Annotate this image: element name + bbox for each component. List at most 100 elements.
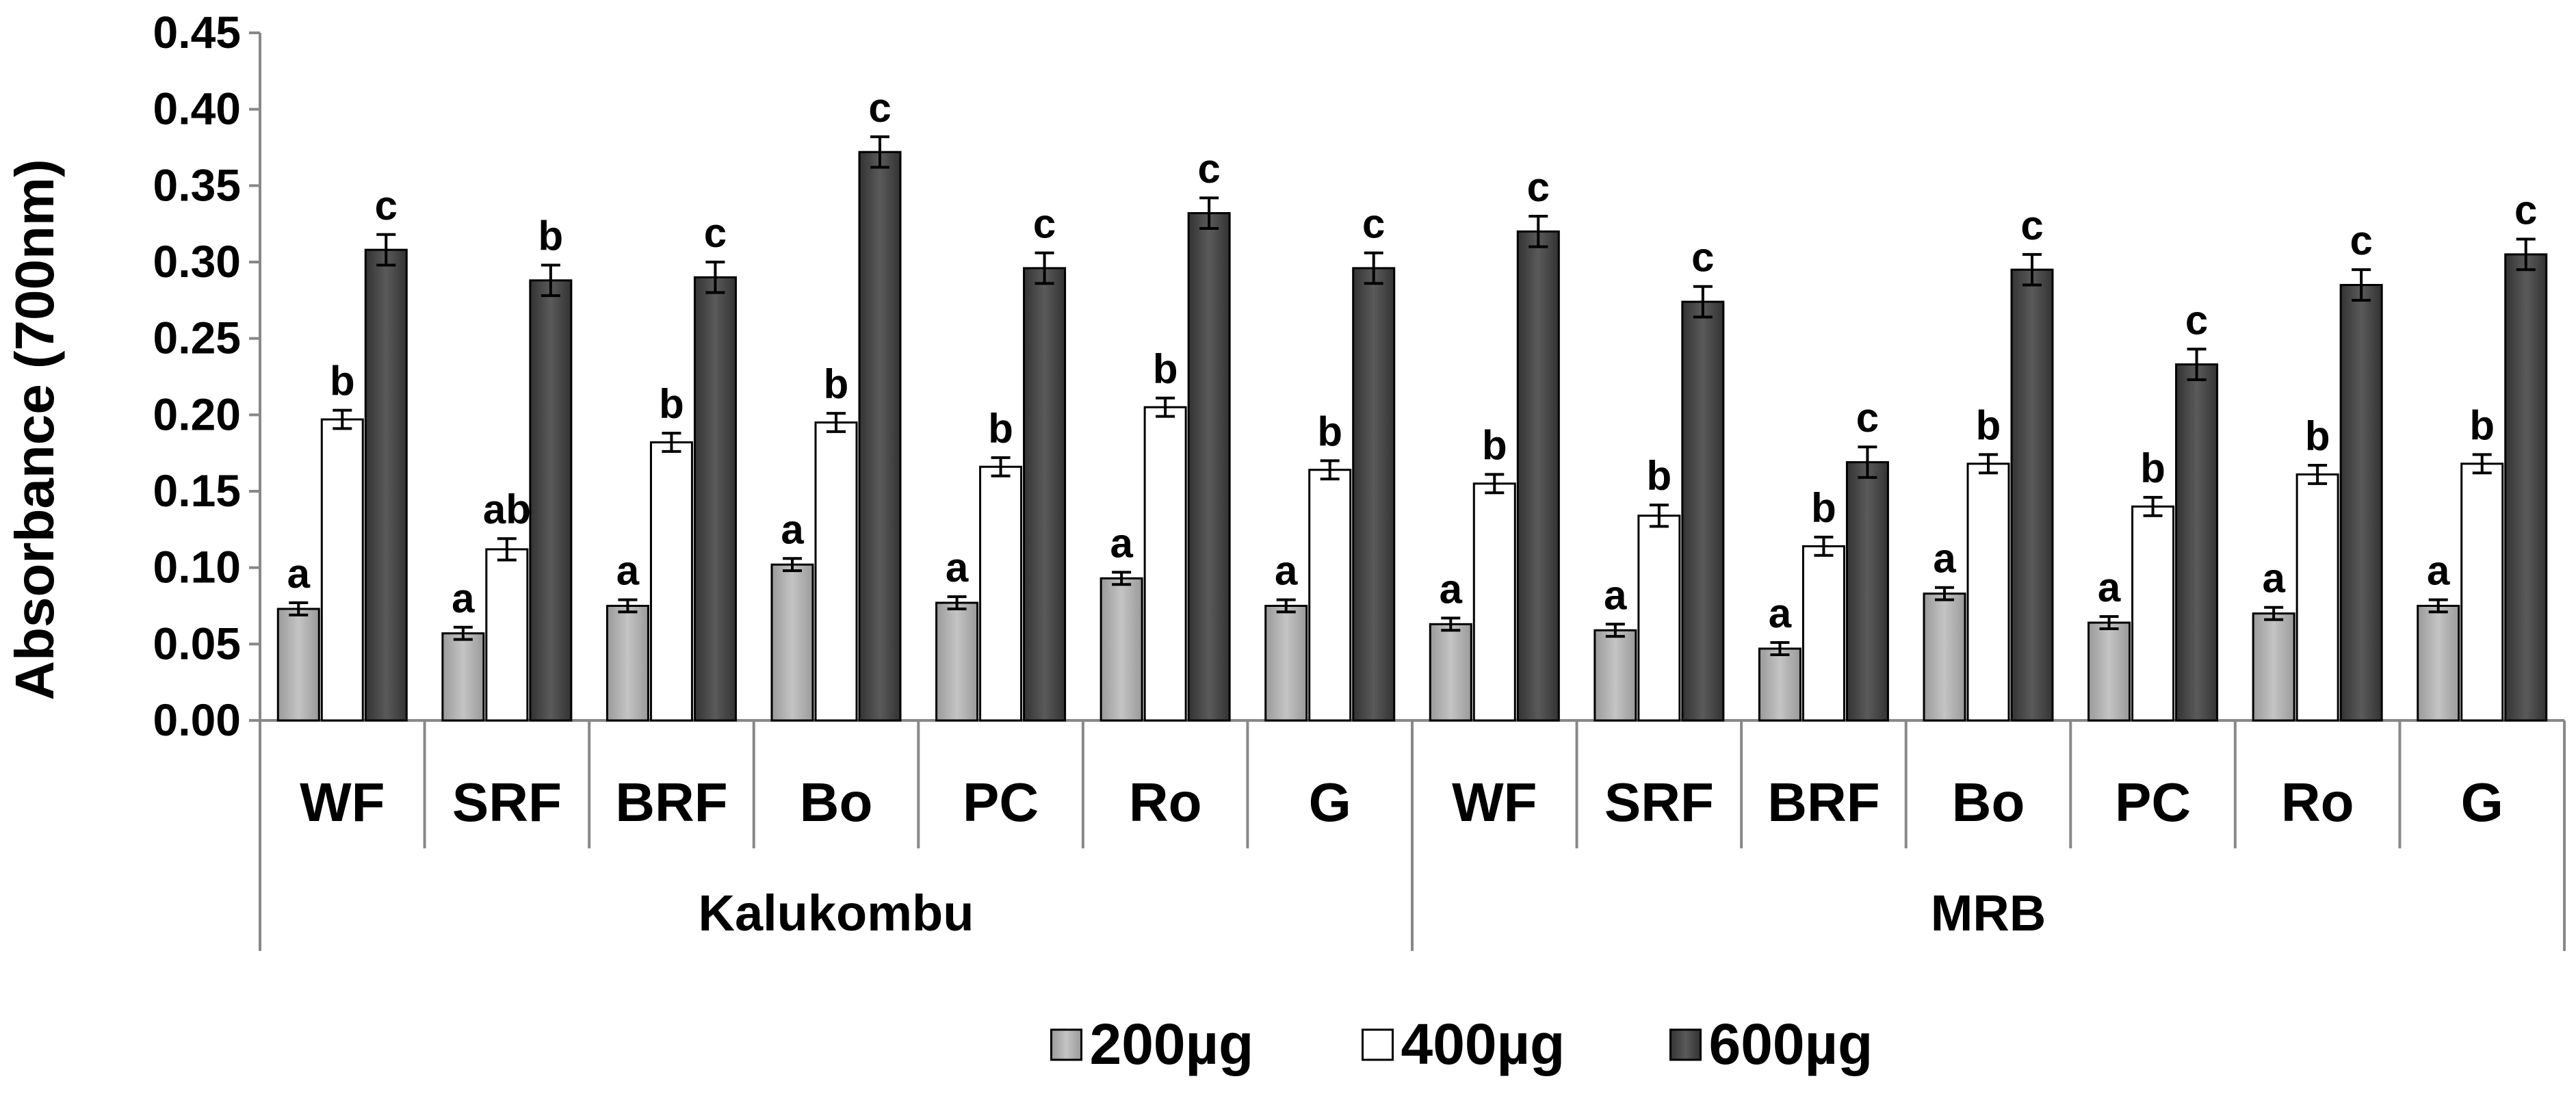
- y-tick-label: 0.00: [153, 694, 241, 745]
- significance-label: b: [2305, 413, 2330, 459]
- significance-label: a: [452, 575, 475, 621]
- significance-label: a: [946, 545, 969, 590]
- bar-400µg-Ro: [2295, 473, 2339, 722]
- y-tick-label: 0.25: [153, 313, 241, 363]
- significance-label: a: [2098, 564, 2121, 610]
- bar-200µg-G: [1264, 605, 1308, 722]
- y-axis-title: Absorbance (700nm): [4, 159, 65, 700]
- bar-600µg-Ro: [2339, 284, 2383, 722]
- significance-label: b: [2140, 445, 2165, 491]
- x-tick-label: Ro: [2281, 772, 2354, 833]
- bar-200µg-G: [2417, 605, 2460, 722]
- significance-label: c: [375, 183, 398, 229]
- y-tick-label: 0.10: [153, 542, 241, 592]
- significance-label: c: [1527, 164, 1550, 210]
- bar-600µg-SRF: [529, 279, 573, 722]
- y-tick-label: 0.30: [153, 236, 241, 287]
- significance-label: c: [1856, 395, 1879, 441]
- significance-label: c: [2185, 297, 2208, 343]
- bar-400µg-BRF: [1801, 545, 1845, 722]
- bar-600µg-G: [1352, 267, 1396, 722]
- bar-400µg-BRF: [649, 441, 693, 722]
- bar-600µg-WF: [1516, 230, 1560, 722]
- bar-600µg-BRF: [693, 276, 737, 722]
- significance-label: b: [2469, 402, 2495, 448]
- y-tick-label: 0.35: [153, 159, 241, 210]
- legend: 200µg 400µg 600µg: [1050, 1012, 1873, 1076]
- bar-400µg-Ro: [1143, 406, 1187, 722]
- bar-200µg-SRF: [441, 632, 485, 722]
- bar-200µg-WF: [276, 608, 320, 722]
- x-tick-label: PC: [2115, 772, 2191, 833]
- significance-label: c: [2514, 187, 2537, 233]
- x-tick-label: BRF: [615, 772, 727, 833]
- significance-label: b: [988, 406, 1013, 452]
- group-label: MRB: [1931, 885, 2046, 941]
- significance-label: c: [1691, 235, 1714, 281]
- significance-label: c: [1197, 146, 1220, 192]
- x-tick-label: G: [2461, 772, 2503, 833]
- legend-swatch-1: [1362, 1028, 1394, 1061]
- significance-label: c: [2350, 218, 2372, 263]
- x-tick-label: G: [1309, 772, 1351, 833]
- significance-label: a: [781, 506, 804, 552]
- significance-label: c: [1362, 201, 1385, 247]
- x-tick-label: WF: [1452, 772, 1537, 833]
- significance-label: a: [1604, 572, 1627, 618]
- x-tick-label: Bo: [800, 772, 873, 833]
- bar-200µg-Ro: [2252, 612, 2295, 722]
- legend-swatch-0: [1050, 1028, 1082, 1061]
- bar-600µg-PC: [1023, 267, 1067, 722]
- significance-label: ab: [483, 486, 531, 532]
- significance-label: c: [2020, 203, 2043, 248]
- y-tick-label: 0.45: [153, 7, 241, 57]
- bar-200µg-Ro: [1100, 577, 1143, 722]
- x-tick-label: SRF: [1604, 772, 1714, 833]
- bar-400µg-G: [2460, 463, 2504, 722]
- legend-swatch-2: [1669, 1028, 1702, 1061]
- significance-label: a: [1769, 590, 1792, 636]
- significance-label: a: [1440, 566, 1463, 612]
- bar-600µg-WF: [364, 248, 408, 722]
- bar-200µg-PC: [2087, 621, 2131, 722]
- significance-label: a: [2427, 548, 2450, 594]
- y-tick-label: 0.20: [153, 389, 241, 439]
- x-tick-label: Ro: [1129, 772, 1202, 833]
- legend-label: 600µg: [1709, 1012, 1873, 1076]
- significance-label: a: [616, 548, 640, 594]
- bar-600µg-BRF: [1845, 461, 1889, 722]
- significance-label: a: [1110, 520, 1133, 566]
- bar-400µg-Bo: [1966, 463, 2010, 722]
- significance-label: b: [659, 381, 684, 427]
- significance-label: c: [1033, 201, 1056, 247]
- significance-label: b: [538, 213, 564, 259]
- bars: [276, 135, 2548, 722]
- significance-label: b: [1647, 453, 1672, 499]
- significance-label: a: [287, 551, 311, 597]
- bar-200µg-SRF: [1593, 629, 1637, 722]
- significance-label: a: [1933, 536, 1956, 582]
- significance-label: a: [1275, 548, 1298, 594]
- significance-label: a: [2262, 556, 2285, 601]
- group-label: Kalukombu: [699, 885, 974, 941]
- bar-600µg-SRF: [1681, 300, 1725, 722]
- bar-400µg-G: [1308, 469, 1352, 722]
- bar-400µg-Bo: [814, 421, 858, 722]
- bar-400µg-PC: [2131, 505, 2175, 722]
- y-tick-label: 0.40: [153, 83, 241, 134]
- significance-label: b: [1317, 408, 1342, 454]
- significance-label: b: [1153, 346, 1178, 392]
- bar-200µg-BRF: [1758, 647, 1801, 722]
- bar-400µg-PC: [979, 465, 1023, 722]
- significance-label: c: [868, 85, 891, 131]
- significance-label: b: [1482, 422, 1507, 468]
- bar-200µg-Bo: [770, 563, 814, 722]
- significance-label: b: [824, 361, 849, 407]
- significance-label: b: [330, 359, 355, 404]
- x-tick-label: PC: [963, 772, 1039, 833]
- significance-label: b: [1976, 402, 2001, 448]
- bar-600µg-Ro: [1187, 212, 1231, 722]
- bar-200µg-BRF: [606, 605, 649, 722]
- bar-400µg-WF: [1472, 482, 1516, 722]
